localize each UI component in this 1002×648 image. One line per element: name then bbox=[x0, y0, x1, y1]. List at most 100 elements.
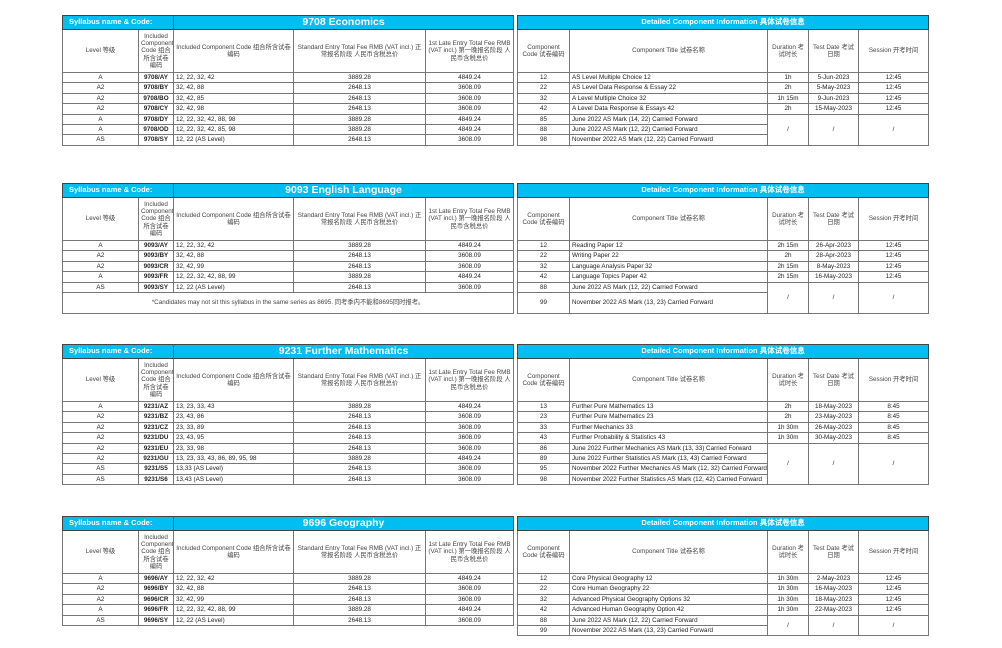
option-code-cell: 9696/AY bbox=[137, 572, 175, 585]
table-row: A 9231/AZ 13, 23, 33, 43 3889.28 4849.24 bbox=[62, 400, 515, 413]
components-cell: 12, 22, 32, 42, 88, 99 bbox=[173, 604, 295, 616]
component-title-cell: A Level Data Response & Essays 42 bbox=[569, 103, 768, 115]
col-component-code: Component Code 试卷编码 bbox=[517, 358, 570, 402]
late-fee-cell: 3608.09 bbox=[425, 250, 515, 262]
table-row: 88 June 2022 AS Mark (12, 22) Carried For… bbox=[517, 281, 930, 314]
syllabus-label: Syllabus name & Code: bbox=[61, 15, 175, 30]
title-bar: Syllabus name & Code: 9696 Geography bbox=[61, 516, 515, 531]
option-code-cell: 9696/BY bbox=[137, 583, 175, 595]
table-row: A2 9708/BY 32, 42, 88 2648.13 3608.09 bbox=[62, 82, 515, 94]
component-title-cell: AS Level Data Response & Essay 22 bbox=[569, 82, 768, 94]
date-cell: 28-Apr-2023 bbox=[808, 250, 859, 262]
components-cell: 12, 22, 32, 42 bbox=[173, 239, 295, 252]
col-duration: Duration 考试时长 bbox=[767, 358, 809, 402]
col-option-code: Included Component Code 组合所含试卷编码 bbox=[137, 29, 175, 73]
session-cell: 12:45 bbox=[857, 82, 930, 94]
standard-fee-cell: 3889.28 bbox=[293, 123, 427, 136]
header-row: Component Code 试卷编码 Component Title 试卷名称 D… bbox=[517, 197, 930, 241]
component-title-cell: Advanced Physical Geography Options 32 bbox=[569, 593, 768, 606]
table-row: AS 9231/S6 13,43 (AS Level) 2648.13 3608.09 bbox=[62, 473, 515, 486]
detail-title: Detailed Component Information 具体试卷信息 bbox=[516, 183, 930, 198]
option-code-cell: 9231/S6 bbox=[137, 473, 175, 486]
level-cell: AS bbox=[62, 473, 139, 486]
duration-cell: 2h 15m bbox=[767, 239, 809, 252]
component-code-cell: 88 bbox=[517, 281, 570, 293]
level-cell: A bbox=[62, 604, 139, 616]
option-code-cell: 9708/CY bbox=[137, 103, 175, 115]
session-cell: 12:45 bbox=[857, 583, 930, 595]
component-code-cell: 43 bbox=[517, 432, 570, 444]
duration-cell: / bbox=[767, 281, 809, 314]
header-row: Level 等级 Included Component Code 组合所含试卷编码… bbox=[62, 530, 515, 574]
late-fee-cell: 4849.24 bbox=[425, 113, 515, 125]
table-row: 32 A Level Multiple Choice 32 1h 15m 9-Jun-… bbox=[517, 92, 930, 105]
session-cell: 12:45 bbox=[857, 92, 930, 105]
standard-fee-cell: 2648.13 bbox=[293, 442, 427, 454]
table-row: 22 Core Human Geography 22 1h 30m 16-May-20… bbox=[517, 583, 930, 595]
table-row: 22 Writing Paper 22 2h 28-Apr-2023 12:45 bbox=[517, 250, 930, 262]
late-fee-cell: 4849.24 bbox=[425, 400, 515, 413]
component-code-cell: 42 bbox=[517, 271, 570, 283]
table-row: 85 June 2022 AS Mark (14, 22) Carried For… bbox=[517, 113, 930, 146]
late-fee-cell: 3608.09 bbox=[425, 92, 515, 105]
session-cell: 12:45 bbox=[857, 572, 930, 585]
date-cell: / bbox=[808, 281, 859, 314]
option-code-cell: 9696/SY bbox=[137, 614, 175, 626]
standard-fee-cell: 3889.28 bbox=[293, 604, 427, 616]
level-cell: AS bbox=[62, 463, 139, 475]
date-cell: / bbox=[808, 113, 859, 146]
component-table: Detailed Component Information 具体试卷信息 Com… bbox=[516, 344, 930, 486]
component-code-cell: 12 bbox=[517, 572, 570, 585]
level-cell: A2 bbox=[62, 442, 139, 454]
level-cell: A2 bbox=[62, 411, 139, 423]
component-code-cell: 99 bbox=[517, 291, 570, 314]
standard-fee-cell: 2648.13 bbox=[293, 281, 427, 293]
component-title-cell: A Level Multiple Choice 32 bbox=[569, 92, 768, 105]
detail-title: Detailed Component Information 具体试卷信息 bbox=[516, 344, 930, 359]
col-component-code: Component Code 试卷编码 bbox=[517, 197, 570, 241]
late-fee-cell: 4849.24 bbox=[425, 452, 515, 465]
header-row: Level 等级 Included Component Code 组合所含试卷编码… bbox=[62, 197, 515, 241]
component-title-cell: Further Probability & Statistics 43 bbox=[569, 432, 768, 444]
session-cell: 12:45 bbox=[857, 271, 930, 283]
duration-cell: 1h 30m bbox=[767, 432, 809, 444]
components-cell: 12, 22, 32, 42, 88, 99 bbox=[173, 271, 295, 283]
standard-fee-cell: 2648.13 bbox=[293, 593, 427, 606]
standard-fee-cell: 2648.13 bbox=[293, 583, 427, 595]
header-row: Component Code 试卷编码 Component Title 试卷名称 D… bbox=[517, 358, 930, 402]
col-component-title: Component Title 试卷名称 bbox=[569, 29, 768, 73]
col-level: Level 等级 bbox=[62, 358, 139, 402]
components-cell: 13, 23, 33, 43, 86, 89, 95, 98 bbox=[173, 452, 295, 465]
option-code-cell: 9093/CR bbox=[137, 260, 175, 273]
standard-fee-cell: 3889.28 bbox=[293, 400, 427, 413]
components-cell: 12, 22 (AS Level) bbox=[173, 614, 295, 626]
table-row: A2 9093/BY 32, 42, 88 2648.13 3608.09 bbox=[62, 250, 515, 262]
table-row: AS 9708/SY 12, 22 (AS Level) 2648.13 3608.09 bbox=[62, 134, 515, 146]
component-title-cell: Core Physical Geography 12 bbox=[569, 572, 768, 585]
detail-title: Detailed Component Information 具体试卷信息 bbox=[516, 15, 930, 30]
level-cell: A bbox=[62, 572, 139, 585]
syllabus-title: 9093 English Language bbox=[173, 183, 515, 198]
col-standard-fee: Standard Entry Total Fee RMB (VAT incl.)… bbox=[293, 358, 427, 402]
duration-cell: 2h bbox=[767, 400, 809, 413]
standard-fee-cell: 2648.13 bbox=[293, 421, 427, 434]
title-bar: Syllabus name & Code: 9093 English Langua… bbox=[61, 183, 515, 198]
date-cell: 30-May-2023 bbox=[808, 432, 859, 444]
col-late-fee: 1st Late Entry Total Fee RMB (VAT incl.)… bbox=[425, 29, 515, 73]
col-late-fee: 1st Late Entry Total Fee RMB (VAT incl.)… bbox=[425, 197, 515, 241]
col-session: Session 开考时间 bbox=[857, 197, 930, 241]
late-fee-cell: 3608.09 bbox=[425, 411, 515, 423]
table-row: 42 Advanced Human Geography Option 42 1h 3… bbox=[517, 604, 930, 616]
components-cell: 13,33 (AS Level) bbox=[173, 463, 295, 475]
footnote: *Candidates may not sit this syllabus in… bbox=[61, 291, 515, 314]
date-cell: 23-May-2023 bbox=[808, 411, 859, 423]
late-fee-cell: 3608.09 bbox=[425, 260, 515, 273]
component-title-cell: June 2022 AS Mark (12, 22) Carried Forwa… bbox=[569, 123, 768, 136]
late-fee-cell: 3608.09 bbox=[425, 281, 515, 293]
standard-fee-cell: 2648.13 bbox=[293, 614, 427, 626]
table-row: 88 June 2022 AS Mark (12, 22) Carried For… bbox=[517, 614, 930, 637]
component-title-cell: November 2022 AS Mark (13, 23) Carried F… bbox=[569, 624, 768, 637]
component-title-cell: November 2022 AS Mark (12, 22) Carried F… bbox=[569, 134, 768, 146]
duration-cell: 1h 15m bbox=[767, 92, 809, 105]
session-cell: / bbox=[857, 442, 930, 486]
